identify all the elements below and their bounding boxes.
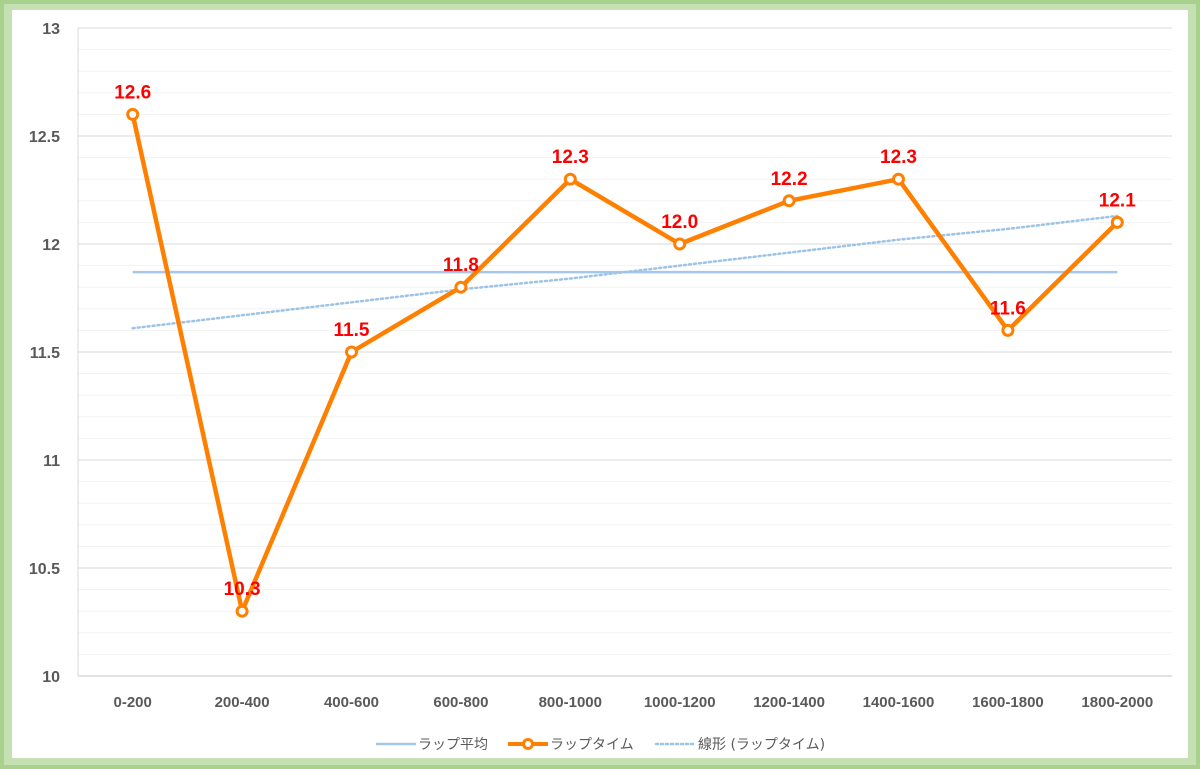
y-tick-label: 10.5 <box>29 561 60 578</box>
lap-time-point <box>345 345 358 359</box>
data-label: 12.1 <box>1099 190 1136 211</box>
x-tick-label: 400-600 <box>324 694 379 711</box>
data-label: 10.3 <box>224 579 261 600</box>
lap-time-line <box>130 113 1119 614</box>
x-tick-label: 600-800 <box>433 694 488 711</box>
x-tick-label: 1400-1600 <box>863 694 935 711</box>
lap-time-series <box>126 107 1124 618</box>
x-tick-label: 1600-1800 <box>972 694 1044 711</box>
data-label: 11.6 <box>990 298 1026 319</box>
major-gridlines <box>78 27 1172 569</box>
x-tick-label: 1200-1400 <box>753 694 825 711</box>
x-tick-label: 0-200 <box>114 694 152 711</box>
legend-item[interactable]: ラップ平均 <box>376 737 488 753</box>
lap-time-point <box>1110 215 1124 229</box>
axes <box>77 28 1172 677</box>
y-tick-label: 11 <box>43 453 60 470</box>
data-label: 11.5 <box>334 320 370 341</box>
x-tick-label: 800-1000 <box>539 694 602 711</box>
minor-gridlines <box>78 49 1172 655</box>
lap-time-point <box>892 172 905 186</box>
x-tick-label: 1800-2000 <box>1081 694 1153 711</box>
data-labels: 12.6 10.3 11.5 11.8 12.3 12.0 12.2 12.3 11.6 12.1 <box>114 82 1136 600</box>
data-label: 12.3 <box>552 147 589 168</box>
trend-line <box>131 214 1119 330</box>
lap-time-point <box>1001 323 1015 337</box>
legend-label: ラップタイム <box>550 737 634 753</box>
lap-time-point <box>563 172 577 186</box>
legend-item[interactable]: ラップタイム <box>508 737 634 753</box>
x-axis-ticks: 0-200 200-400 400-600 600-800 800-1000 1000-1… <box>114 694 1154 711</box>
trend-line-path <box>131 214 1119 330</box>
x-tick-label: 1000-1200 <box>644 694 716 711</box>
legend[interactable]: ラップ平均 ラップタイム 線形 (ラップタイム) <box>376 737 825 753</box>
chart-area <box>12 10 1188 758</box>
legend-marker <box>522 738 534 750</box>
lap-time-point <box>782 194 796 208</box>
y-tick-label: 13 <box>42 21 60 38</box>
legend-label: 線形 (ラップタイム) <box>698 737 825 753</box>
x-tick-label: 200-400 <box>215 694 270 711</box>
y-tick-label: 11.5 <box>30 345 60 362</box>
data-label: 11.8 <box>443 255 479 276</box>
legend-item[interactable]: 線形 (ラップタイム) <box>654 737 825 753</box>
lap-time-point <box>673 237 687 251</box>
y-tick-label: 12 <box>42 237 60 254</box>
legend-label: ラップ平均 <box>418 737 488 753</box>
y-tick-label: 10 <box>42 669 60 686</box>
data-label: 12.3 <box>880 147 917 168</box>
y-tick-label: 12.5 <box>29 129 60 146</box>
data-label: 12.6 <box>114 82 151 103</box>
y-axis-ticks: 10 10.5 11 11.5 12 12.5 13 <box>29 21 60 686</box>
lap-time-point <box>235 604 249 618</box>
lap-time-point <box>454 280 468 294</box>
lap-time-point <box>126 107 140 121</box>
data-label: 12.0 <box>661 212 698 233</box>
data-label: 12.2 <box>771 169 808 190</box>
